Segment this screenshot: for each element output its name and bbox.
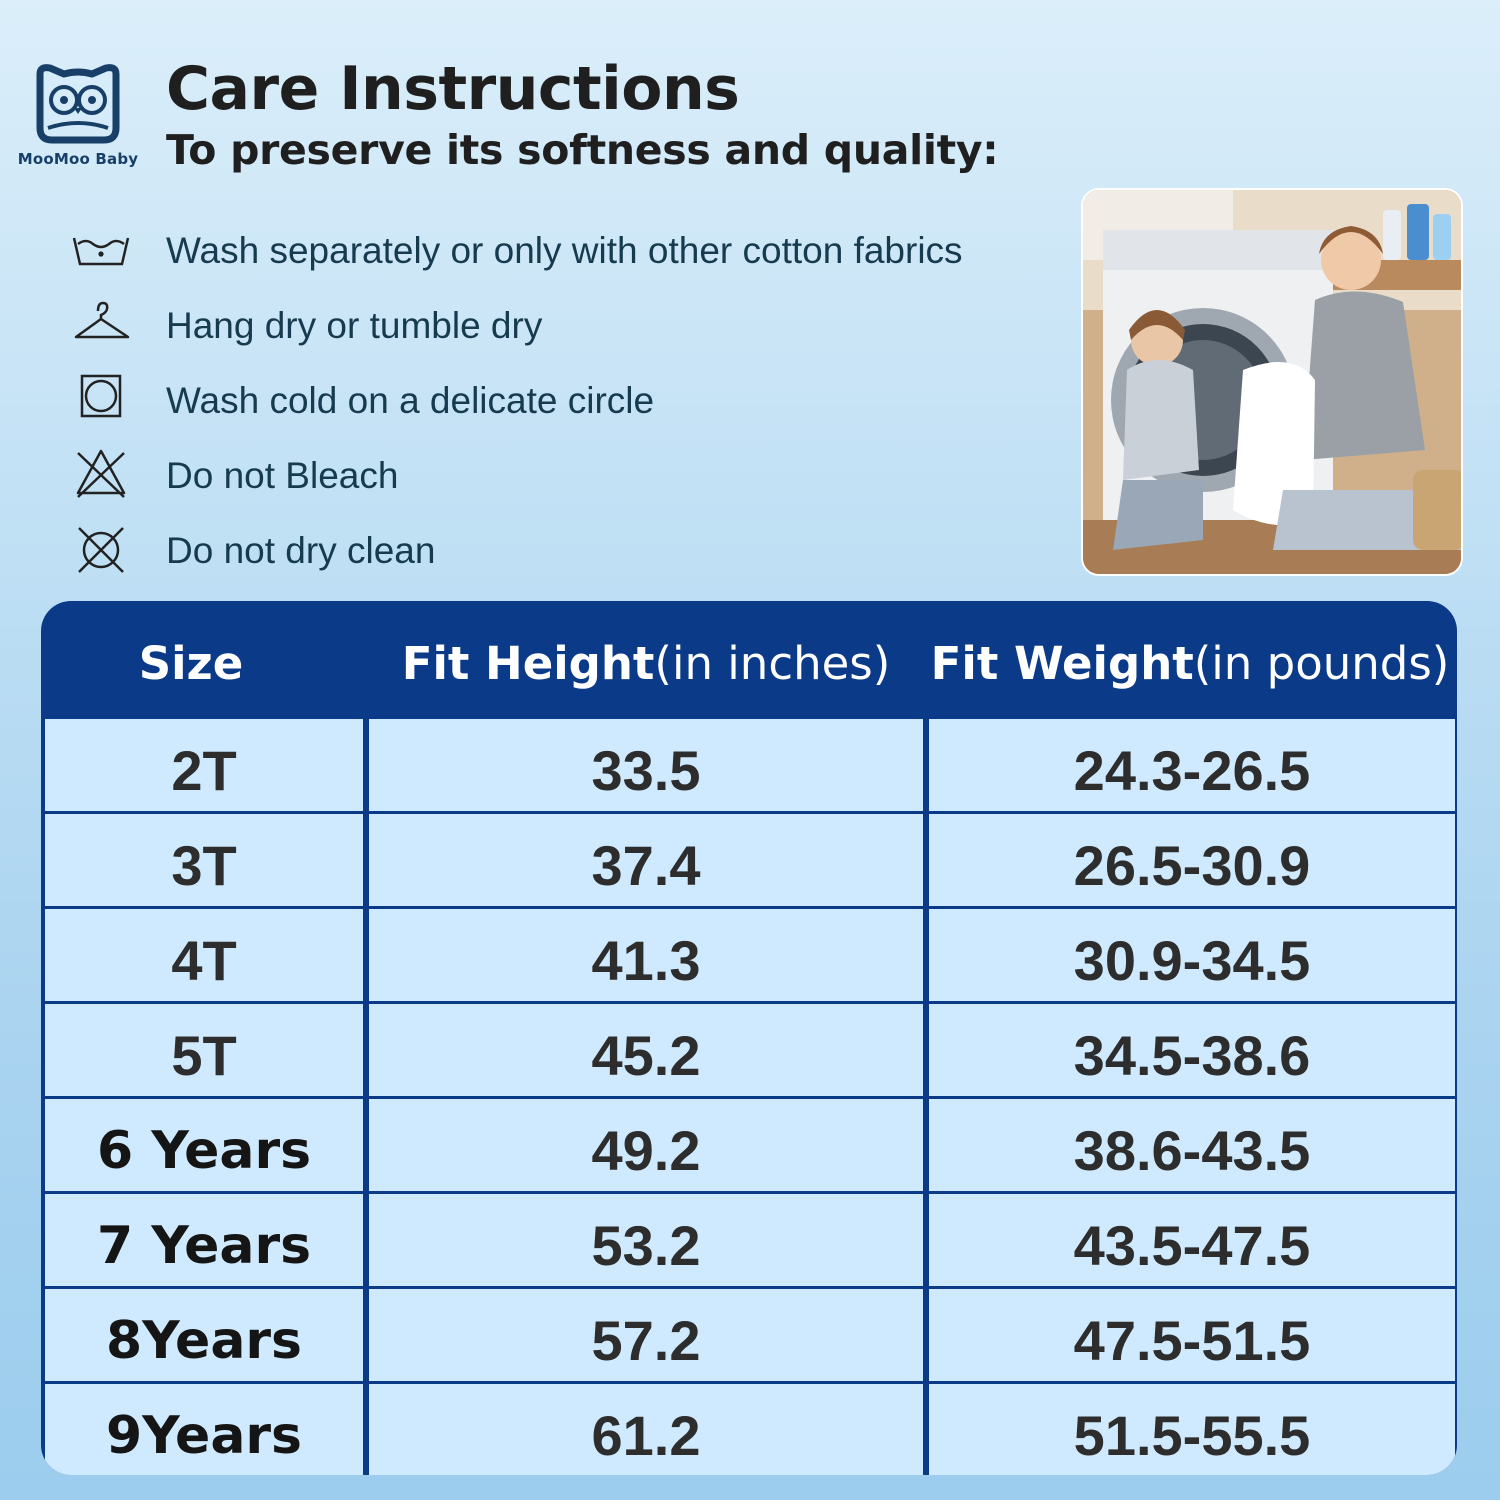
cell-size: 3T — [45, 814, 363, 906]
cell-weight: 47.5-51.5 — [929, 1289, 1455, 1381]
no-dry-clean-icon — [78, 527, 124, 573]
hanger-icon — [74, 301, 130, 339]
cell-size: 5T — [45, 1004, 363, 1096]
header-height-unit: (in inches) — [654, 637, 891, 690]
brand-name: MooMoo Baby — [17, 150, 139, 168]
care-item-text: Hang dry or tumble dry — [166, 305, 543, 346]
care-item-text: Do not dry clean — [166, 530, 436, 571]
care-item-text: Do not Bleach — [166, 455, 399, 496]
care-item: Wash separately or only with other cotto… — [0, 212, 1070, 282]
cell-size: 8Years — [45, 1289, 363, 1381]
cell-height: 61.2 — [369, 1384, 923, 1475]
table-row: 5T 45.2 34.5-38.6 — [45, 1004, 1455, 1096]
header-height-main: Fit Height — [401, 637, 655, 690]
wash-tub-icon — [72, 237, 130, 266]
care-item: Hang dry or tumble dry — [0, 287, 1070, 357]
table-header-row: Size Fit Height(in inches) Fit Weight(in… — [41, 601, 1457, 717]
cell-size: 6 Years — [45, 1099, 363, 1191]
cell-weight: 24.3-26.5 — [929, 719, 1455, 811]
page-title: Care Instructions — [166, 54, 740, 124]
care-item: Do not dry clean — [0, 512, 1070, 582]
cell-weight: 43.5-47.5 — [929, 1194, 1455, 1286]
header-weight-main: Fit Weight — [930, 637, 1194, 690]
no-bleach-icon — [76, 449, 126, 498]
cell-weight: 30.9-34.5 — [929, 909, 1455, 1001]
table-row: 2T 33.5 24.3-26.5 — [45, 719, 1455, 811]
size-chart-table: Size Fit Height(in inches) Fit Weight(in… — [41, 601, 1457, 1475]
table-row: 6 Years 49.2 38.6-43.5 — [45, 1099, 1455, 1191]
cell-height: 45.2 — [369, 1004, 923, 1096]
cell-size: 4T — [45, 909, 363, 1001]
care-item-text: Wash separately or only with other cotto… — [166, 230, 963, 271]
care-item-text: Wash cold on a delicate circle — [166, 380, 655, 421]
cell-size: 7 Years — [45, 1194, 363, 1286]
care-item: Do not Bleach — [0, 437, 1070, 507]
tumble-dry-icon — [80, 374, 122, 418]
table-row: 8Years 57.2 47.5-51.5 — [45, 1289, 1455, 1381]
cell-height: 57.2 — [369, 1289, 923, 1381]
cell-height: 49.2 — [369, 1099, 923, 1191]
cell-size: 2T — [45, 719, 363, 811]
care-item: Wash cold on a delicate circle — [0, 362, 1070, 432]
laundry-photo-image — [1083, 190, 1461, 574]
cell-height: 37.4 — [369, 814, 923, 906]
table-row: 4T 41.3 30.9-34.5 — [45, 909, 1455, 1001]
header-size: Size — [138, 637, 244, 690]
table-row: 9Years 61.2 51.5-55.5 — [45, 1384, 1455, 1475]
care-instructions-list: Wash separately or only with other cotto… — [0, 212, 1070, 592]
cell-height: 33.5 — [369, 719, 923, 811]
cell-weight: 26.5-30.9 — [929, 814, 1455, 906]
cell-height: 53.2 — [369, 1194, 923, 1286]
cell-size: 9Years — [45, 1384, 363, 1475]
table-row: 3T 37.4 26.5-30.9 — [45, 814, 1455, 906]
laundry-photo — [1081, 188, 1463, 576]
cell-weight: 51.5-55.5 — [929, 1384, 1455, 1475]
page-subtitle: To preserve its softness and quality: — [166, 126, 999, 174]
table-row: 7 Years 53.2 43.5-47.5 — [45, 1194, 1455, 1286]
cell-height: 41.3 — [369, 909, 923, 1001]
brand-logo: MooMoo Baby — [14, 62, 142, 172]
cell-weight: 38.6-43.5 — [929, 1099, 1455, 1191]
cell-weight: 34.5-38.6 — [929, 1004, 1455, 1096]
header-height: Fit Height(in inches) — [371, 601, 921, 717]
header-weight: Fit Weight(in pounds) — [925, 601, 1455, 717]
owl-logo-icon — [36, 64, 120, 144]
header-weight-unit: (in pounds) — [1193, 637, 1450, 690]
